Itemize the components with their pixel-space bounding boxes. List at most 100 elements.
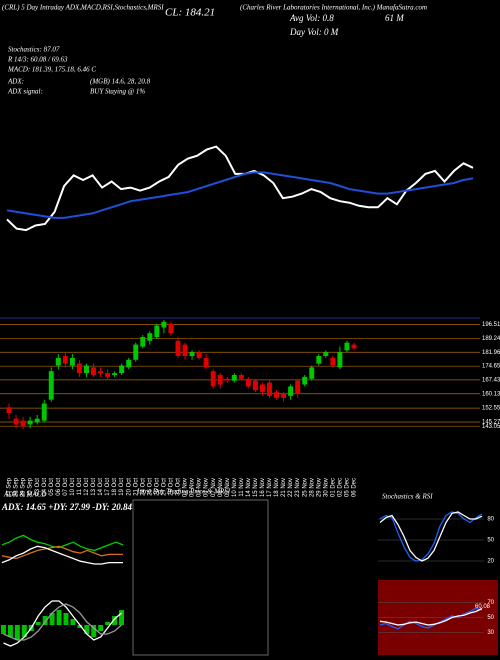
candle-body <box>316 356 322 364</box>
y-tick-label: 70 <box>487 600 494 606</box>
x-tick-label: 17 Oct <box>105 478 111 496</box>
x-tick-label: 13 Oct <box>91 478 97 496</box>
x-tick-label: 08 Nov <box>218 478 224 497</box>
candle-body <box>351 344 357 349</box>
x-tick-label: 10 Nov <box>232 478 238 497</box>
x-tick-label: 02 Dec <box>337 478 343 497</box>
x-tick-label: 27 Oct <box>161 478 167 496</box>
x-tick-label: 02 Nov <box>190 478 196 497</box>
candle-body <box>203 357 209 368</box>
panel-title: Stochastics & RSI <box>382 493 433 501</box>
x-tick-label: 11 Nov <box>239 478 245 497</box>
y-tick-label: 50 <box>487 615 494 621</box>
avg-vol: Avg Vol: 0.8 <box>289 13 334 23</box>
annotation: 60.08 <box>475 604 491 610</box>
x-tick-label: 04 Nov <box>204 478 210 497</box>
candle-body <box>245 378 251 387</box>
x-tick-label: 06 Oct <box>56 478 62 496</box>
x-tick-label: 12 Oct <box>84 478 90 496</box>
x-tick-label: 29 Sep <box>21 477 27 497</box>
x-tick-label: 24 Oct <box>140 478 146 496</box>
line-series <box>379 607 483 630</box>
candle-body <box>337 352 343 368</box>
candle-body <box>62 356 68 364</box>
y-tick-label: 20 <box>487 559 494 565</box>
line-series <box>3 600 122 647</box>
histogram-bar <box>1 625 6 634</box>
y-tick-label: 174.65 <box>482 364 500 370</box>
candle-body <box>140 337 146 347</box>
panel-title: ADX & MACD <box>3 491 46 499</box>
x-tick-label: 28 Oct <box>169 478 175 496</box>
candle-body <box>48 371 54 400</box>
line-series <box>6 145 474 232</box>
x-tick-label: 01 Dec <box>330 478 336 497</box>
panel-frame <box>132 499 269 656</box>
candle-body <box>76 363 82 374</box>
histogram-bar <box>14 625 20 640</box>
candle-body <box>133 344 139 360</box>
histogram-bar <box>63 613 69 625</box>
candle-body <box>330 357 336 366</box>
candle-body <box>302 376 308 385</box>
panel-title: Intra Day Trading Price & MRSI <box>136 488 231 496</box>
candle-body <box>238 375 244 379</box>
candle-body <box>210 371 216 387</box>
candle-body <box>175 340 181 356</box>
y-tick-label: 167.43 <box>482 377 500 383</box>
x-tick-label: 30 Sep <box>28 477 34 497</box>
macd-text: MACD: 181.39, 175.18, 6.46 C <box>7 66 96 74</box>
x-tick-label: 14 Nov <box>246 478 252 497</box>
x-tick-label: 04 Oct <box>42 478 48 496</box>
candle-body <box>288 386 294 396</box>
y-tick-label: 30 <box>487 630 494 636</box>
close-price: CL: 184.21 <box>165 7 215 19</box>
histogram-bar <box>112 616 118 625</box>
rsi-text: R 14/3: 60.08 / 69.63 <box>7 56 68 64</box>
candle-body <box>126 359 132 368</box>
candle-body <box>105 373 111 377</box>
company: (Charles River Laboratories Internationa… <box>240 4 427 12</box>
candle-body <box>182 344 188 356</box>
x-tick-label: 25 Nov <box>302 478 308 497</box>
histogram-bar <box>98 625 104 631</box>
x-tick-label: 22 Nov <box>288 478 294 497</box>
candle-body <box>274 392 280 398</box>
histogram-bar <box>119 610 124 625</box>
histogram-bar <box>70 619 76 625</box>
avg-vol-unit: 61 M <box>385 13 404 23</box>
candle-body <box>119 365 125 374</box>
line-series <box>379 511 483 562</box>
x-tick-label: 14 Oct <box>98 478 104 496</box>
histogram-bar <box>84 625 90 634</box>
x-tick-label: 10 Oct <box>70 478 76 496</box>
histogram-bar <box>91 625 97 637</box>
x-tick-label: 01 Nov <box>183 478 189 497</box>
candle-body <box>34 418 40 423</box>
candle-body <box>6 407 12 413</box>
x-tick-label: 26 Oct <box>154 478 160 496</box>
line-series <box>1 545 123 565</box>
x-tick-label: 20 Oct <box>126 478 132 496</box>
stoch-text: Stochastics: 87.07 <box>8 46 60 54</box>
candle-body <box>55 357 61 366</box>
candle-body <box>344 342 350 351</box>
x-tick-label: 27 Sep <box>7 477 13 497</box>
y-tick-label: 196.51 <box>482 322 500 328</box>
x-tick-label: 06 Dec <box>352 478 358 497</box>
adx-signal-label: ADX signal: <box>7 88 43 96</box>
candle-body <box>161 321 167 328</box>
candle-body <box>217 375 223 385</box>
x-tick-label: 28 Nov <box>309 478 315 497</box>
panel-subtitle: ADX: 14.65 +DY: 27.99 -DY: 20.84 <box>1 502 132 512</box>
candle-body <box>189 352 195 356</box>
candle-body <box>147 333 153 341</box>
candle-body <box>98 371 104 374</box>
candle-body <box>252 380 258 391</box>
histogram-bar <box>49 613 55 625</box>
x-tick-label: 21 Oct <box>133 478 139 496</box>
histogram-bar <box>21 625 27 637</box>
x-tick-label: 05 Oct <box>49 478 55 496</box>
x-tick-label: 28 Sep <box>14 477 20 497</box>
